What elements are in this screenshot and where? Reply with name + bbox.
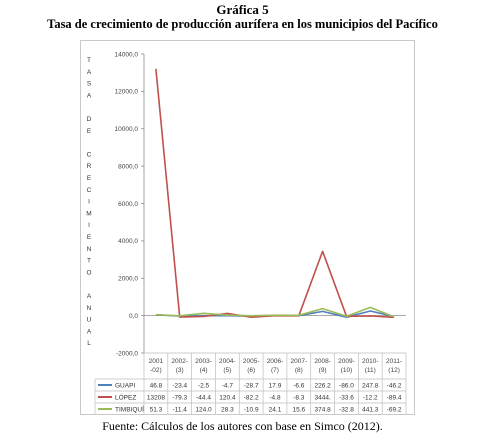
legend-label: LÓPEZ (115, 392, 136, 401)
data-table-value: -33.6 (339, 394, 354, 401)
x-tick-label: 2004- (219, 358, 236, 365)
x-tick-label: 2006- (267, 358, 284, 365)
data-table-value: -2.5 (198, 382, 210, 389)
legend-label: GUAPI (115, 382, 135, 389)
y-axis-title-letter: N (87, 305, 92, 312)
x-tick-label: (7) (271, 367, 279, 374)
y-tick-label: 8000,0 (118, 163, 138, 170)
line-chart: TASADECRECIMIENTOANUAL-2000,00,02000,040… (86, 51, 407, 414)
y-axis-title-letter: T (87, 258, 91, 265)
data-table-value: -69.2 (387, 406, 402, 413)
y-axis-title-letter: C (87, 151, 92, 158)
data-table-value: 28.3 (221, 406, 234, 413)
y-axis-title-letter: E (87, 175, 92, 182)
y-axis-title-letter: M (86, 210, 91, 217)
series-line-lópez (155, 68, 395, 319)
data-table-value: 441.3 (362, 406, 379, 413)
y-axis-title-letter: A (87, 69, 92, 76)
y-axis-title-letter: R (87, 163, 92, 170)
y-tick-label: 4000,0 (118, 238, 138, 245)
x-tick-label: (6) (247, 367, 255, 374)
y-axis-title-letter: I (88, 199, 90, 206)
x-tick-label: 2009- (338, 358, 355, 365)
x-tick-label: 2002- (171, 358, 188, 365)
x-tick-label: (10) (341, 367, 353, 374)
x-tick-label: (12) (388, 367, 400, 374)
series-line-timbiquí (155, 306, 395, 318)
x-tick-label: 2007- (291, 358, 308, 365)
data-table-value: 51.3 (150, 406, 163, 413)
data-table-value: 124.0 (195, 406, 212, 413)
y-axis-title-letter: A (87, 328, 92, 335)
y-axis-title-letter: U (87, 317, 92, 324)
data-table-value: 17.9 (269, 382, 282, 389)
y-axis-title-letter: N (87, 246, 92, 253)
y-tick-label: 10000,0 (115, 126, 139, 133)
x-tick-label: (11) (365, 367, 376, 374)
x-tick-label: 2003- (195, 358, 212, 365)
data-table-value: 120.4 (219, 394, 236, 401)
y-tick-label: 12000,0 (115, 89, 139, 96)
data-table-value: -6.6 (293, 382, 305, 389)
figure-source: Fuente: Cálculos de los autores con base… (102, 419, 383, 433)
data-table-value: -11.4 (173, 406, 188, 413)
data-table-value: -44.4 (196, 394, 211, 401)
data-table-value: -28.7 (244, 382, 259, 389)
y-axis-title-letter: E (87, 128, 92, 135)
data-table-value: -86.0 (339, 382, 354, 389)
data-table-value: 247.8 (362, 382, 379, 389)
y-axis-title-letter: E (87, 234, 92, 241)
x-tick-label: 2001 (149, 358, 164, 365)
x-tick-label: (8) (295, 367, 303, 374)
y-axis-title-letter: L (87, 340, 91, 347)
data-table-value: 15.6 (292, 406, 305, 413)
y-tick-label: 14000,0 (115, 51, 139, 58)
y-axis-title-letter: A (87, 92, 92, 99)
x-tick-label: 2010- (362, 358, 379, 365)
y-axis-title-letter: A (87, 293, 92, 300)
x-tick-label: (5) (223, 367, 231, 374)
data-table-value: -82.2 (244, 394, 259, 401)
x-tick-label: (3) (176, 367, 184, 374)
chart-frame: T A S A D E C R E C I M I E N T O A N U A L -2000,0 0,0 2000,0 40… (80, 40, 415, 415)
data-table-value: 226.2 (314, 382, 331, 389)
data-table-value: -79.3 (172, 394, 187, 401)
data-table-value: -32.8 (339, 406, 354, 413)
y-axis-title-letter: I (88, 222, 90, 229)
data-table-value: 24.1 (269, 406, 282, 413)
x-tick-label: 2005- (243, 358, 260, 365)
data-table-value: 46.8 (150, 382, 163, 389)
x-tick-label: (9) (319, 367, 327, 374)
data-table-value: 13208 (147, 394, 165, 401)
figure-label: Gráfica 5 (216, 2, 269, 17)
y-axis-title-letter: S (87, 81, 92, 88)
data-table-value: -23.4 (172, 382, 187, 389)
data-table-value: -4.8 (269, 394, 281, 401)
y-tick-label: 6000,0 (118, 201, 138, 208)
data-table-value: -12.2 (363, 394, 378, 401)
y-axis-title-letter: O (86, 269, 91, 276)
y-tick-label: -2000,0 (116, 350, 138, 357)
legend-label: TIMBIQUÍ (115, 404, 144, 413)
x-tick-label: (4) (200, 367, 208, 374)
data-table-value: 3444. (314, 394, 330, 401)
data-table-value: -8.3 (293, 394, 305, 401)
data-table-value: -10.9 (244, 406, 259, 413)
data-table-value: -4.7 (222, 382, 234, 389)
data-table-value: -46.2 (387, 382, 402, 389)
x-tick-label: 2008- (314, 358, 331, 365)
y-axis-title-letter: T (87, 57, 91, 64)
data-table-value: 374.8 (314, 406, 331, 413)
x-tick-label: -02) (150, 367, 162, 374)
data-table-value: -89.4 (387, 394, 402, 401)
y-axis-title-letter: C (87, 187, 92, 194)
figure-title: Tasa de crecimiento de producción aurífe… (47, 17, 438, 31)
x-tick-label: 2011- (386, 358, 402, 365)
y-axis-title-letter: D (87, 116, 92, 123)
y-tick-label: 0,0 (129, 313, 138, 320)
y-tick-label: 2000,0 (118, 276, 138, 283)
